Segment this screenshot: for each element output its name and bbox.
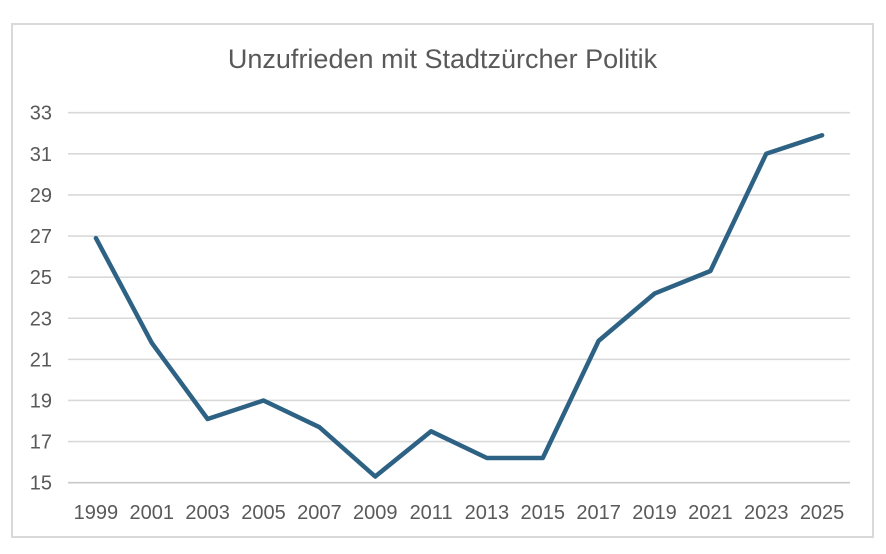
y-tick-label: 21 [30, 349, 52, 371]
x-tick-label: 2001 [130, 502, 175, 524]
x-tick-label: 2023 [744, 502, 789, 524]
x-tick-label: 2025 [800, 502, 845, 524]
y-tick-label: 29 [30, 185, 52, 207]
x-tick-label: 1999 [74, 502, 119, 524]
x-tick-label: 2013 [465, 502, 510, 524]
y-tick-label: 15 [30, 473, 52, 495]
y-tick-label: 33 [30, 103, 52, 125]
x-tick-label: 2011 [410, 502, 453, 524]
series-line [93, 133, 825, 479]
y-tick-label: 17 [30, 432, 52, 454]
x-tick-label: 2021 [688, 502, 733, 524]
line-chart-plot: 15 17 19 21 23 25 27 29 31 33 1999 2001 2003 2005 2007… [30, 103, 850, 524]
x-tick-label: 2015 [521, 502, 566, 524]
x-tick-label: 2017 [576, 502, 621, 524]
x-tick-label: 2005 [241, 502, 286, 524]
y-tick-label: 31 [30, 144, 52, 166]
y-tick-label: 19 [30, 390, 52, 412]
chart-frame: Unzufrieden mit Stadtzürcher Politik 15 1… [11, 23, 874, 538]
y-tick-label: 27 [30, 226, 52, 248]
x-tick-label: 2003 [185, 502, 230, 524]
y-tick-label: 25 [30, 267, 52, 289]
x-tick-label: 2007 [297, 502, 342, 524]
y-tick-label: 23 [30, 308, 52, 330]
x-tick-label: 2019 [632, 502, 677, 524]
chart-title: Unzufrieden mit Stadtzürcher Politik [227, 44, 658, 74]
x-tick-label: 2009 [353, 502, 398, 524]
